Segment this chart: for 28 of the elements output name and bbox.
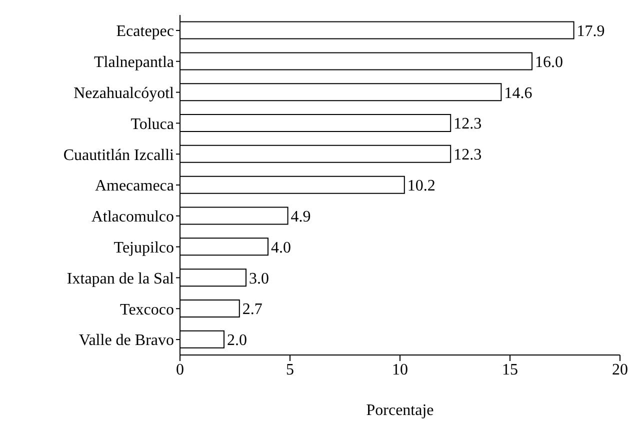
data-label: 10.2 bbox=[407, 178, 436, 195]
y-tick-label: Tlalnepantla bbox=[94, 54, 174, 72]
y-tick-label: Toluca bbox=[130, 116, 174, 133]
x-axis-title: Porcentaje bbox=[366, 402, 434, 419]
data-label: 17.9 bbox=[576, 22, 605, 40]
x-tick-label: 0 bbox=[176, 361, 184, 378]
data-label: 16.0 bbox=[535, 54, 563, 71]
data-label: 4.0 bbox=[271, 239, 291, 256]
y-tick-label: Valle de Bravo bbox=[78, 332, 174, 350]
data-label: 12.3 bbox=[454, 116, 482, 133]
data-label: 12.3 bbox=[454, 146, 482, 164]
data-label: 14.6 bbox=[504, 84, 532, 102]
data-label: 2.0 bbox=[227, 332, 247, 350]
y-tick-label: Ixtapan de la Sal bbox=[66, 270, 175, 288]
x-tick-label: 15 bbox=[502, 361, 518, 378]
y-tick-label: Texcoco bbox=[120, 301, 174, 318]
data-label: 3.0 bbox=[249, 270, 269, 288]
x-tick-label: 5 bbox=[286, 361, 294, 378]
x-tick-label: 10 bbox=[392, 361, 408, 378]
y-tick-label: Tejupilco bbox=[114, 240, 174, 256]
data-label: 4.9 bbox=[290, 208, 311, 226]
x-tick-label: 20 bbox=[612, 361, 628, 378]
y-tick-label: Ecatepec bbox=[116, 23, 174, 40]
y-tick-label: Atlacomulco bbox=[91, 208, 174, 226]
data-label: 2.7 bbox=[242, 301, 262, 318]
y-tick-label: Cuautitlán Izcalli bbox=[63, 146, 175, 164]
y-tick-label: Amecameca bbox=[94, 178, 174, 195]
y-tick-label: Nezahualcóyotl bbox=[74, 84, 175, 102]
